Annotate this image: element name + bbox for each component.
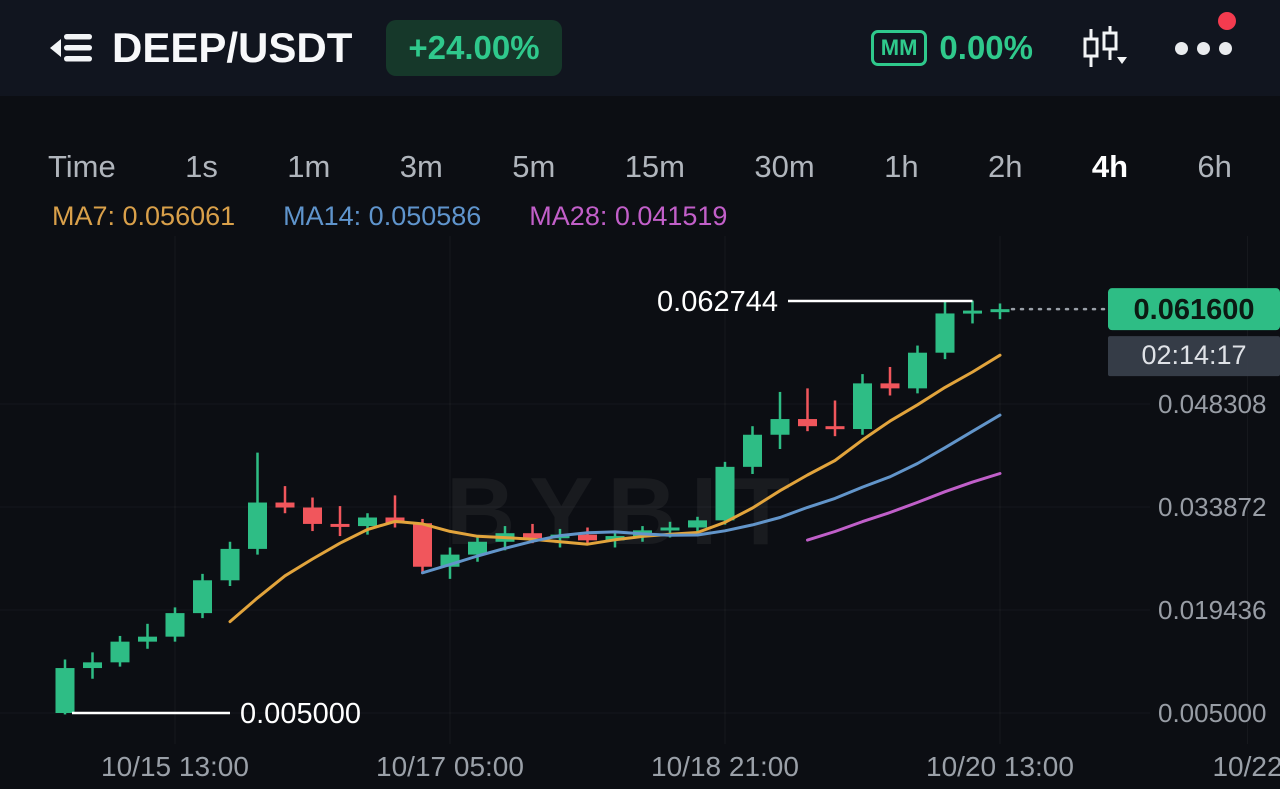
x-axis-label: 10/17 05:00 xyxy=(376,751,524,782)
ma28-line xyxy=(806,472,1002,542)
candle-body xyxy=(743,434,762,467)
candle-body xyxy=(248,502,267,549)
countdown-label: 02:14:17 xyxy=(1141,340,1246,370)
candle-body xyxy=(330,523,350,527)
timeframe-1h[interactable]: 1h xyxy=(884,149,919,184)
candle-body xyxy=(358,517,377,527)
timeframe-5m[interactable]: 5m xyxy=(512,149,556,184)
candlestick-chart[interactable]: BYBIT0.0627440.0050000.06160002:14:170.0… xyxy=(0,236,1280,789)
candle-body xyxy=(688,520,707,528)
candle-body xyxy=(55,668,75,713)
timeframe-3m[interactable]: 3m xyxy=(399,149,443,184)
candle-body xyxy=(908,352,927,389)
last-price-label: 0.061600 xyxy=(1134,294,1255,326)
timeframe-6h[interactable]: 6h xyxy=(1197,149,1232,184)
candle-body xyxy=(825,426,845,430)
y-axis-label: 0.019436 xyxy=(1158,595,1266,625)
notification-dot xyxy=(1218,11,1236,30)
timeframe-time[interactable]: Time xyxy=(48,149,116,184)
timeframe-bar: Time 1s 1m 3m 5m 15m 30m 1h 2h 4h 6h xyxy=(0,138,1280,196)
candle-body xyxy=(468,541,487,555)
indicator-ma14[interactable]: MA14: 0.050586 xyxy=(283,200,482,231)
x-axis-label: 10/22 xyxy=(1212,751,1280,782)
pair-group: DEEP/USDT +24.00% xyxy=(48,20,562,76)
chart-area[interactable]: BYBIT 0.062744 0.005000 0.061600 02:14:17 0.0… xyxy=(0,236,1280,789)
indicator-row: MA7: 0.056061 MA14: 0.050586 MA28: 0.04151… xyxy=(0,196,1280,236)
pair-title[interactable]: DEEP/USDT xyxy=(112,24,353,71)
y-axis-label: 0.048308 xyxy=(1158,389,1266,419)
dot xyxy=(1219,41,1232,55)
candle-body xyxy=(935,313,955,353)
candle-body xyxy=(880,383,900,389)
candle-body xyxy=(220,548,240,581)
candle-body xyxy=(413,523,432,567)
candle-body xyxy=(770,419,790,435)
timeframe-15m[interactable]: 15m xyxy=(624,149,685,184)
mm-indicator[interactable]: MM 0.00% xyxy=(870,29,1033,67)
ma7-line xyxy=(228,353,1002,624)
dot xyxy=(1197,41,1210,55)
x-axis-label: 10/20 13:00 xyxy=(926,751,1074,782)
candle-body xyxy=(990,309,1010,313)
y-axis-label: 0.005000 xyxy=(1158,698,1266,728)
candle-body xyxy=(138,636,157,642)
candle-body xyxy=(165,613,185,637)
more-menu-icon[interactable] xyxy=(1175,11,1236,55)
candle-body xyxy=(660,527,680,531)
x-axis-label: 10/15 13:00 xyxy=(101,751,249,782)
indicator-ma28[interactable]: MA28: 0.041519 xyxy=(529,200,728,231)
pair-selector-icon[interactable] xyxy=(48,27,94,69)
candle-body xyxy=(963,310,982,314)
header-actions: MM 0.00% xyxy=(870,11,1236,72)
candle-body xyxy=(83,662,102,669)
candle-body xyxy=(303,507,322,524)
dot xyxy=(1175,41,1188,55)
timeframe-1s[interactable]: 1s xyxy=(185,149,218,184)
y-axis-label: 0.033872 xyxy=(1158,492,1266,522)
change-badge: +24.00% xyxy=(386,20,562,76)
indicator-ma7[interactable]: MA7: 0.056061 xyxy=(52,200,236,231)
low-marker-label: 0.005000 xyxy=(240,698,361,730)
chart-style-icon[interactable] xyxy=(1079,24,1129,72)
candle-body xyxy=(605,536,625,541)
candle-body xyxy=(110,641,130,663)
timeframe-4h[interactable]: 4h xyxy=(1091,149,1129,184)
mm-badge: MM xyxy=(870,30,928,66)
last-price-badge xyxy=(1108,288,1280,331)
candle-body xyxy=(193,580,212,614)
timeframe-1m[interactable]: 1m xyxy=(287,149,331,184)
candle-body xyxy=(853,383,872,430)
high-marker-label: 0.062744 xyxy=(657,286,778,318)
candle-body xyxy=(275,502,295,508)
candle-body xyxy=(523,533,542,539)
countdown-box xyxy=(1108,336,1280,377)
header: DEEP/USDT +24.00% MM 0.00% xyxy=(0,0,1280,96)
x-axis-label: 10/18 21:00 xyxy=(651,751,799,782)
timeframe-30m[interactable]: 30m xyxy=(754,149,815,184)
candle-body xyxy=(798,419,817,427)
candle-body xyxy=(578,534,597,541)
ma14-line xyxy=(421,413,1002,575)
candle-body xyxy=(715,466,735,521)
mm-value: 0.00% xyxy=(939,29,1033,66)
timeframe-2h[interactable]: 2h xyxy=(987,149,1023,184)
